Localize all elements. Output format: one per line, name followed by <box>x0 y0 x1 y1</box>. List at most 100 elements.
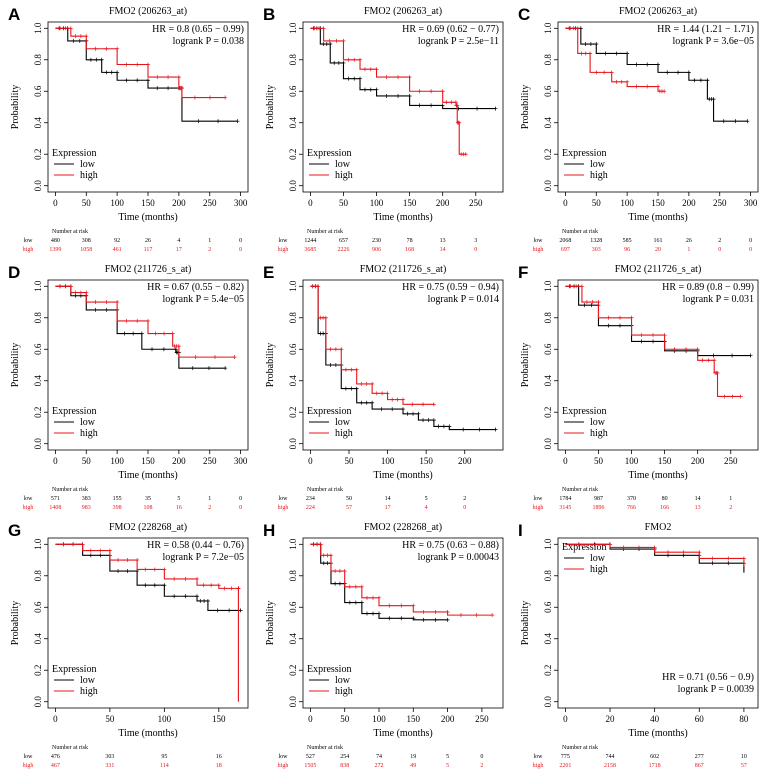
censor-mark-high <box>339 347 344 352</box>
risk-count-high: 168 <box>405 247 414 253</box>
censor-mark-high <box>579 284 584 289</box>
risk-count-low: 2 <box>718 238 721 244</box>
legend-label-low: low <box>335 417 351 428</box>
x-axis-label: Time (months) <box>628 728 687 739</box>
legend-label-low: low <box>590 159 606 170</box>
logrank-text: logrank P = 0.038 <box>173 36 244 47</box>
censor-mark-high <box>568 284 573 289</box>
risk-count-low: 4 <box>177 238 180 244</box>
y-axis-label: Probability <box>520 343 531 387</box>
plot-frame <box>302 537 504 709</box>
risk-table-header: Number at risk <box>307 745 343 751</box>
censor-mark-low <box>390 407 395 412</box>
legend-title: Expression <box>52 664 96 675</box>
censor-mark-high <box>433 609 438 614</box>
panel-letter: E <box>263 263 274 282</box>
censor-mark-low <box>202 598 207 603</box>
risk-count-low: 1328 <box>590 238 602 244</box>
risk-count-high: 2 <box>208 505 211 511</box>
censor-mark-low <box>582 303 587 308</box>
chart-title: FMO2 <box>645 522 672 533</box>
x-tick-label: 200 <box>172 456 186 466</box>
censor-mark-low <box>332 60 337 65</box>
risk-count-low: 277 <box>695 754 704 760</box>
censor-mark-high <box>376 595 381 600</box>
censor-mark-high <box>590 300 595 305</box>
censor-mark-low <box>711 97 716 102</box>
censor-mark-high <box>349 367 354 372</box>
panel-letter: C <box>518 5 530 24</box>
y-tick-label: 0.6 <box>543 601 553 613</box>
logrank-text: logrank P = 7.2e−05 <box>163 552 244 563</box>
censor-mark-high <box>222 586 227 591</box>
censor-mark-low <box>625 51 630 56</box>
censor-mark-low <box>745 119 750 124</box>
censor-mark-high <box>321 553 326 558</box>
risk-count-high: 96 <box>624 247 630 253</box>
x-tick-label: 0 <box>53 198 58 208</box>
km-panel-e: E FMO2 (211726_s_at) 0.0 0.2 0.4 0.6 0.8 1.0 Pro… <box>255 258 510 516</box>
censor-mark-low <box>411 616 416 621</box>
censor-mark-high <box>672 347 677 352</box>
censor-mark-low <box>98 553 103 558</box>
plot-frame <box>557 537 759 709</box>
risk-count-low: 234 <box>306 496 315 502</box>
risk-count-low: 0 <box>239 238 242 244</box>
censor-mark-low <box>223 366 228 371</box>
censor-mark-high <box>342 569 347 574</box>
censor-mark-high <box>311 542 316 547</box>
censor-mark-high <box>411 603 416 608</box>
censor-mark-high <box>116 558 121 563</box>
chart-title: FMO2 (211726_s_at) <box>105 264 192 275</box>
censor-mark-high <box>78 34 83 39</box>
censor-mark-high <box>359 381 364 386</box>
legend-label-low: low <box>80 159 96 170</box>
censor-mark-low <box>692 78 697 83</box>
risk-count-high: 13 <box>695 505 701 511</box>
censor-mark-low <box>93 307 98 312</box>
x-tick-label: 100 <box>158 714 172 724</box>
x-tick-label: 50 <box>592 198 602 208</box>
censor-mark-high <box>429 89 434 94</box>
censor-mark-high <box>614 79 619 84</box>
censor-mark-low <box>343 386 348 391</box>
censor-mark-high <box>608 542 613 547</box>
km-panel-a: A FMO2 (206263_at) 0.0 0.2 0.4 0.6 0.8 1.0 Proba… <box>0 0 255 258</box>
censor-mark-high <box>80 542 85 547</box>
risk-count-low: 0 <box>239 496 242 502</box>
risk-row-label-high: high <box>23 247 34 253</box>
risk-count-low: 3 <box>474 238 477 244</box>
censor-mark-high <box>440 89 445 94</box>
censor-mark-high <box>347 584 352 589</box>
censor-mark-high <box>104 46 109 51</box>
censor-mark-high <box>321 26 326 31</box>
legend-label-low: low <box>590 417 606 428</box>
risk-count-high: 5 <box>446 763 449 769</box>
y-tick-label: 1.0 <box>33 22 43 34</box>
km-chart-d: D FMO2 (211726_s_at) 0.0 0.2 0.4 0.6 0.8 1.0 Pro… <box>8 263 249 511</box>
censor-mark-low <box>676 70 681 75</box>
y-tick-label: 0.6 <box>543 343 553 355</box>
censor-mark-high <box>63 26 68 31</box>
panel-letter: I <box>518 521 523 540</box>
censor-mark-low <box>359 400 364 405</box>
risk-count-low: 155 <box>113 496 122 502</box>
x-tick-label: 100 <box>110 198 124 208</box>
risk-count-high: 2 <box>480 763 483 769</box>
censor-mark-high <box>152 567 157 572</box>
censor-mark-low <box>417 103 422 108</box>
censor-mark-high <box>195 576 200 581</box>
risk-count-low: 370 <box>627 496 636 502</box>
legend-label-low: low <box>335 159 351 170</box>
y-axis-label: Probability <box>265 85 276 129</box>
censor-mark-low <box>359 600 364 605</box>
plot-frame <box>557 279 759 451</box>
hr-text: HR = 0.58 (0.44 − 0.76) <box>147 540 244 551</box>
y-tick-label: 0.8 <box>543 312 553 324</box>
censor-mark-high <box>328 553 333 558</box>
x-tick-label: 250 <box>713 198 727 208</box>
survival-curve-high <box>310 27 466 155</box>
censor-mark-high <box>463 152 468 157</box>
y-tick-label: 0.4 <box>33 633 43 645</box>
